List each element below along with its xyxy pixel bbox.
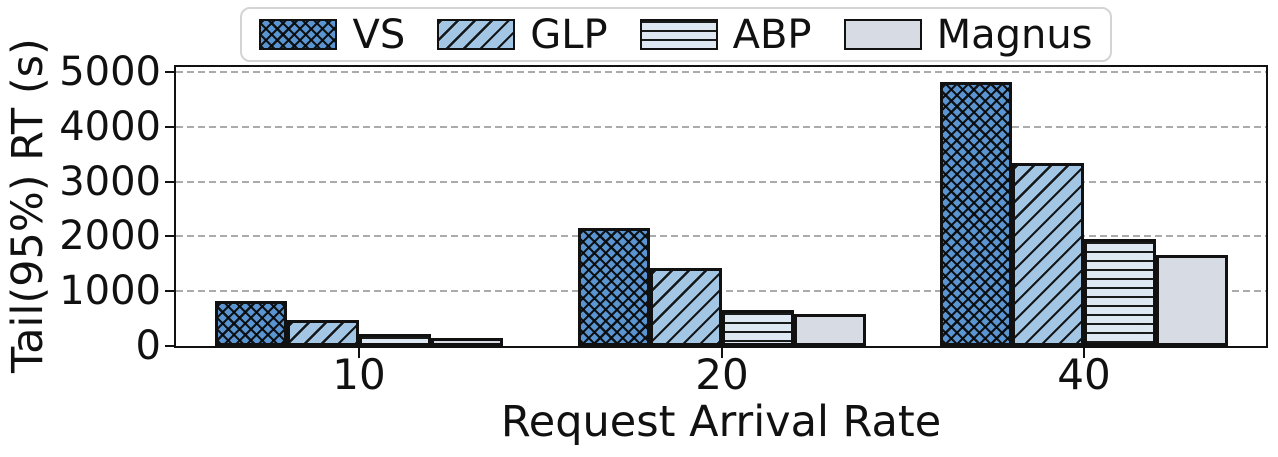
legend-label-vs: VS [352, 11, 406, 58]
gridline-y-4000 [176, 125, 1266, 128]
bar-vs-rate-10 [215, 301, 287, 346]
y-tick-label-2000: 2000 [59, 213, 161, 260]
y-tick-label-1000: 1000 [59, 268, 161, 315]
y-tick-4000 [165, 125, 174, 128]
legend-item-glp: GLP [437, 11, 608, 58]
bar-glp-rate-40 [1012, 163, 1084, 346]
legend-patch-magnus-icon [843, 19, 922, 50]
y-tick-2000 [165, 235, 174, 238]
legend-item-abp: ABP [639, 11, 812, 58]
x-tick-label-10: 10 [332, 350, 386, 399]
plot-area: 0 1000 2000 3000 4000 5000 10 20 40 [59, 50, 1268, 398]
bar-glp-rate-20 [650, 267, 722, 346]
bar-abp-rate-40 [1084, 239, 1156, 346]
x-axis-label: Request Arrival Rate [500, 397, 942, 447]
y-tick-3000 [165, 180, 174, 183]
x-tick-label-20: 20 [695, 350, 749, 399]
legend-patch-abp-icon [639, 19, 718, 50]
legend-item-magnus: Magnus [843, 11, 1093, 58]
bar-abp-rate-20 [722, 309, 794, 346]
x-tick-40 [1083, 348, 1085, 358]
gridline-y-5000 [176, 70, 1266, 73]
legend-label-glp: GLP [530, 11, 608, 58]
bar-glp-rate-10 [287, 320, 359, 346]
bar-magnus-rate-40 [1156, 255, 1228, 346]
bar-vs-rate-40 [940, 81, 1012, 346]
gridline-y-2000 [176, 235, 1266, 238]
y-tick-label-4000: 4000 [59, 103, 161, 150]
bar-abp-rate-10 [359, 333, 431, 346]
legend-label-magnus: Magnus [936, 11, 1093, 58]
y-tick-label-5000: 5000 [59, 48, 161, 95]
gridline-y-3000 [176, 180, 1266, 183]
y-tick-5000 [165, 70, 174, 73]
legend-patch-glp-icon [437, 19, 516, 50]
bar-magnus-rate-20 [794, 314, 866, 346]
x-tick-20 [721, 348, 723, 358]
legend-patch-vs-icon [259, 19, 338, 50]
legend-label-abp: ABP [732, 11, 812, 58]
y-tick-label-3000: 3000 [59, 158, 161, 205]
legend: VS GLP ABP Magnus [240, 7, 1112, 62]
y-tick-1000 [165, 290, 174, 293]
y-tick-0 [165, 345, 174, 347]
y-tick-label-0: 0 [135, 323, 161, 369]
x-tick-label-40: 40 [1057, 350, 1111, 399]
bar-vs-rate-20 [578, 228, 650, 346]
bar-magnus-rate-10 [431, 337, 503, 346]
legend-item-vs: VS [259, 14, 405, 56]
x-tick-10 [358, 348, 360, 358]
